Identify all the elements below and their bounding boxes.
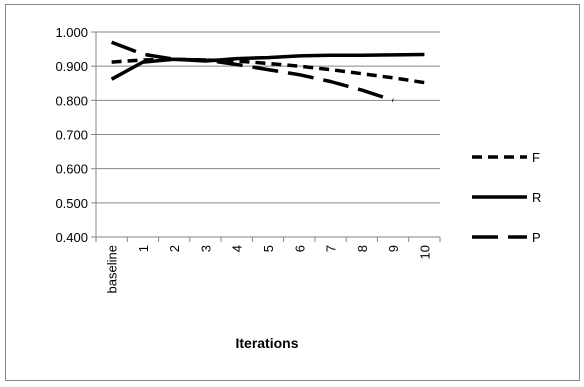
legend-label-P: P [532,230,541,245]
series-line-P [110,40,394,102]
x-tick-label-3: 3 [198,245,213,252]
grid-lines [96,31,440,204]
y-tick-label-6: 1.000 [55,25,88,40]
y-tick-label-0: 0.400 [55,230,88,245]
legend: F R P [472,150,541,245]
tick-labels: 0.400 0.500 0.600 0.700 0.800 0.900 1.000 basel… [55,25,432,293]
x-tick-label-1: 1 [136,245,151,252]
chart-frame: 0.400 0.500 0.600 0.700 0.800 0.900 1.000 basel… [5,4,580,381]
x-tick-label-8: 8 [355,245,370,252]
series-line-R [110,52,425,81]
x-tick-label-9: 9 [386,245,401,252]
x-tick-label-5: 5 [261,245,276,252]
line-chart: 0.400 0.500 0.600 0.700 0.800 0.900 1.000 basel… [55,25,541,351]
legend-label-R: R [532,190,541,205]
x-axis-title: Iterations [235,335,298,351]
x-tick-label-6: 6 [292,245,307,252]
series-lines [110,40,425,102]
axes [91,31,441,242]
y-tick-label-3: 0.700 [55,128,88,143]
x-tick-label-baseline: baseline [105,245,120,293]
x-tick-label-10: 10 [417,245,432,259]
y-tick-label-1: 0.500 [55,196,88,211]
x-tick-label-2: 2 [167,245,182,252]
y-tick-label-2: 0.600 [55,162,88,177]
y-tick-label-4: 0.800 [55,93,88,108]
x-tick-label-7: 7 [324,245,339,252]
y-tick-label-5: 0.900 [55,59,88,74]
x-tick-label-4: 4 [230,245,245,252]
legend-label-F: F [532,150,540,165]
